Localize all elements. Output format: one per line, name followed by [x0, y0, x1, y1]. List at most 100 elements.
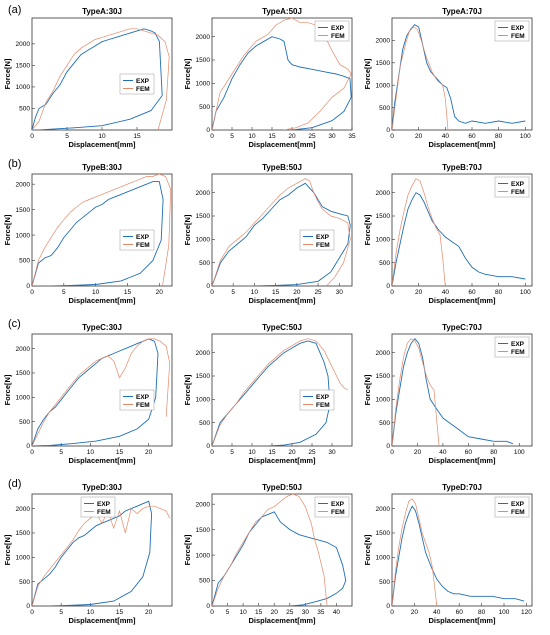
y-tick-label: 0 — [26, 283, 30, 290]
chart-title: TypeB:70J — [442, 163, 482, 172]
y-tick-label: 1000 — [196, 552, 211, 559]
y-axis-label: Force[N] — [363, 534, 372, 565]
y-tick-label: 0 — [386, 283, 390, 290]
row-label-a: (a) — [8, 4, 22, 16]
series-fem-line — [392, 178, 446, 286]
y-axis-label: Force[N] — [183, 58, 192, 89]
chart-title: TypeC:70J — [442, 323, 482, 332]
x-tick-label: 60 — [468, 133, 476, 140]
y-tick-label: 1000 — [196, 397, 211, 404]
y-tick-label: 500 — [19, 419, 30, 426]
x-tick-label: 80 — [490, 449, 498, 456]
y-axis-label: Force[N] — [183, 214, 192, 245]
y-tick-label: 0 — [206, 283, 210, 290]
series-fem-line — [32, 505, 171, 606]
x-tick-label: 20 — [271, 609, 279, 616]
chart-panel: TypeD:50J 0 5 10 15 20 25 30 35 40 0 500 1000 1500 200… — [183, 483, 353, 625]
x-tick-label: 10 — [248, 133, 256, 140]
legend-label-fem: FEM — [316, 242, 330, 249]
legend-label-exp: EXP — [511, 501, 525, 508]
chart-panel: TypeD:30J 0 5 10 15 20 0 500 1000 1500 2000 Displac… — [3, 483, 173, 625]
y-tick-label: 1000 — [16, 84, 31, 91]
legend-label-exp: EXP — [331, 25, 345, 32]
x-tick-label: 5 — [230, 133, 234, 140]
x-tick-label: 5 — [231, 289, 235, 296]
x-tick-label: 25 — [308, 449, 316, 456]
legend-label-fem: FEM — [331, 33, 345, 40]
chart-panel: TypeB:50J 0 5 10 15 20 25 30 0 500 1000 1500 2000 Dis… — [183, 163, 353, 305]
x-tick-label: 5 — [59, 449, 63, 456]
x-tick-label: 5 — [226, 609, 230, 616]
legend-label-fem: FEM — [316, 402, 330, 409]
y-tick-label: 1500 — [376, 213, 391, 220]
series-fem-line — [212, 494, 328, 606]
legend-label-exp: EXP — [511, 341, 525, 348]
x-tick-label: 15 — [116, 449, 124, 456]
y-tick-label: 1000 — [196, 81, 211, 88]
chart-title: TypeC:30J — [82, 323, 122, 332]
x-tick-label: 30 — [328, 133, 336, 140]
y-tick-label: 1000 — [196, 237, 211, 244]
y-tick-label: 0 — [206, 443, 210, 450]
y-tick-label: 1500 — [376, 530, 391, 537]
legend-label-exp: EXP — [331, 501, 345, 508]
y-tick-label: 1500 — [16, 207, 31, 214]
y-axis-label: Force[N] — [363, 214, 372, 245]
series-fem-line — [212, 178, 351, 286]
y-tick-label: 1500 — [196, 57, 211, 64]
x-tick-label: 10 — [98, 133, 106, 140]
x-axis-label: Displacement[mm] — [428, 296, 496, 305]
series-fem-line — [32, 174, 172, 286]
legend-label-fem: FEM — [511, 349, 525, 356]
series-exp-line — [32, 181, 164, 286]
y-tick-label: 0 — [26, 443, 30, 450]
y-tick-label: 0 — [386, 127, 390, 134]
x-tick-label: 0 — [210, 289, 214, 296]
y-tick-label: 2000 — [196, 350, 211, 357]
series-exp-line — [212, 340, 331, 446]
x-tick-label: 20 — [156, 289, 164, 296]
x-tick-label: 25 — [308, 133, 316, 140]
chart-title: TypeB:30J — [82, 163, 122, 172]
y-tick-label: 2000 — [16, 181, 31, 188]
y-tick-label: 1500 — [16, 370, 31, 377]
series-exp-line — [32, 28, 163, 130]
chart-title: TypeA:30J — [82, 7, 122, 16]
chart-title: TypeA:50J — [262, 7, 302, 16]
chart-title: TypeC:50J — [262, 323, 302, 332]
x-tick-label: 0 — [390, 289, 394, 296]
x-tick-label: 5 — [65, 133, 69, 140]
x-tick-label: 80 — [495, 289, 503, 296]
x-axis-label: Displacement[mm] — [248, 616, 316, 625]
y-tick-label: 1000 — [16, 232, 31, 239]
y-tick-label: 0 — [206, 127, 210, 134]
x-tick-label: 15 — [133, 133, 141, 140]
x-axis-label: Displacement[mm] — [428, 456, 496, 465]
chart-title: TypeA:70J — [442, 7, 482, 16]
x-tick-label: 35 — [317, 609, 325, 616]
x-tick-label: 100 — [499, 609, 510, 616]
y-tick-label: 1000 — [376, 555, 391, 562]
x-tick-label: 10 — [248, 449, 256, 456]
legend-label-fem: FEM — [511, 33, 525, 40]
x-tick-label: 5 — [230, 449, 234, 456]
y-tick-label: 500 — [379, 579, 390, 586]
x-tick-label: 15 — [124, 289, 132, 296]
x-axis-label: Displacement[mm] — [248, 140, 316, 149]
y-tick-label: 500 — [199, 420, 210, 427]
series-fem-line — [392, 498, 438, 606]
y-tick-label: 1500 — [376, 60, 391, 67]
x-tick-label: 0 — [390, 133, 394, 140]
y-tick-label: 1500 — [196, 373, 211, 380]
y-tick-label: 1500 — [16, 530, 31, 537]
x-tick-label: 0 — [210, 133, 214, 140]
series-exp-line — [32, 338, 159, 446]
y-tick-label: 1500 — [376, 373, 391, 380]
